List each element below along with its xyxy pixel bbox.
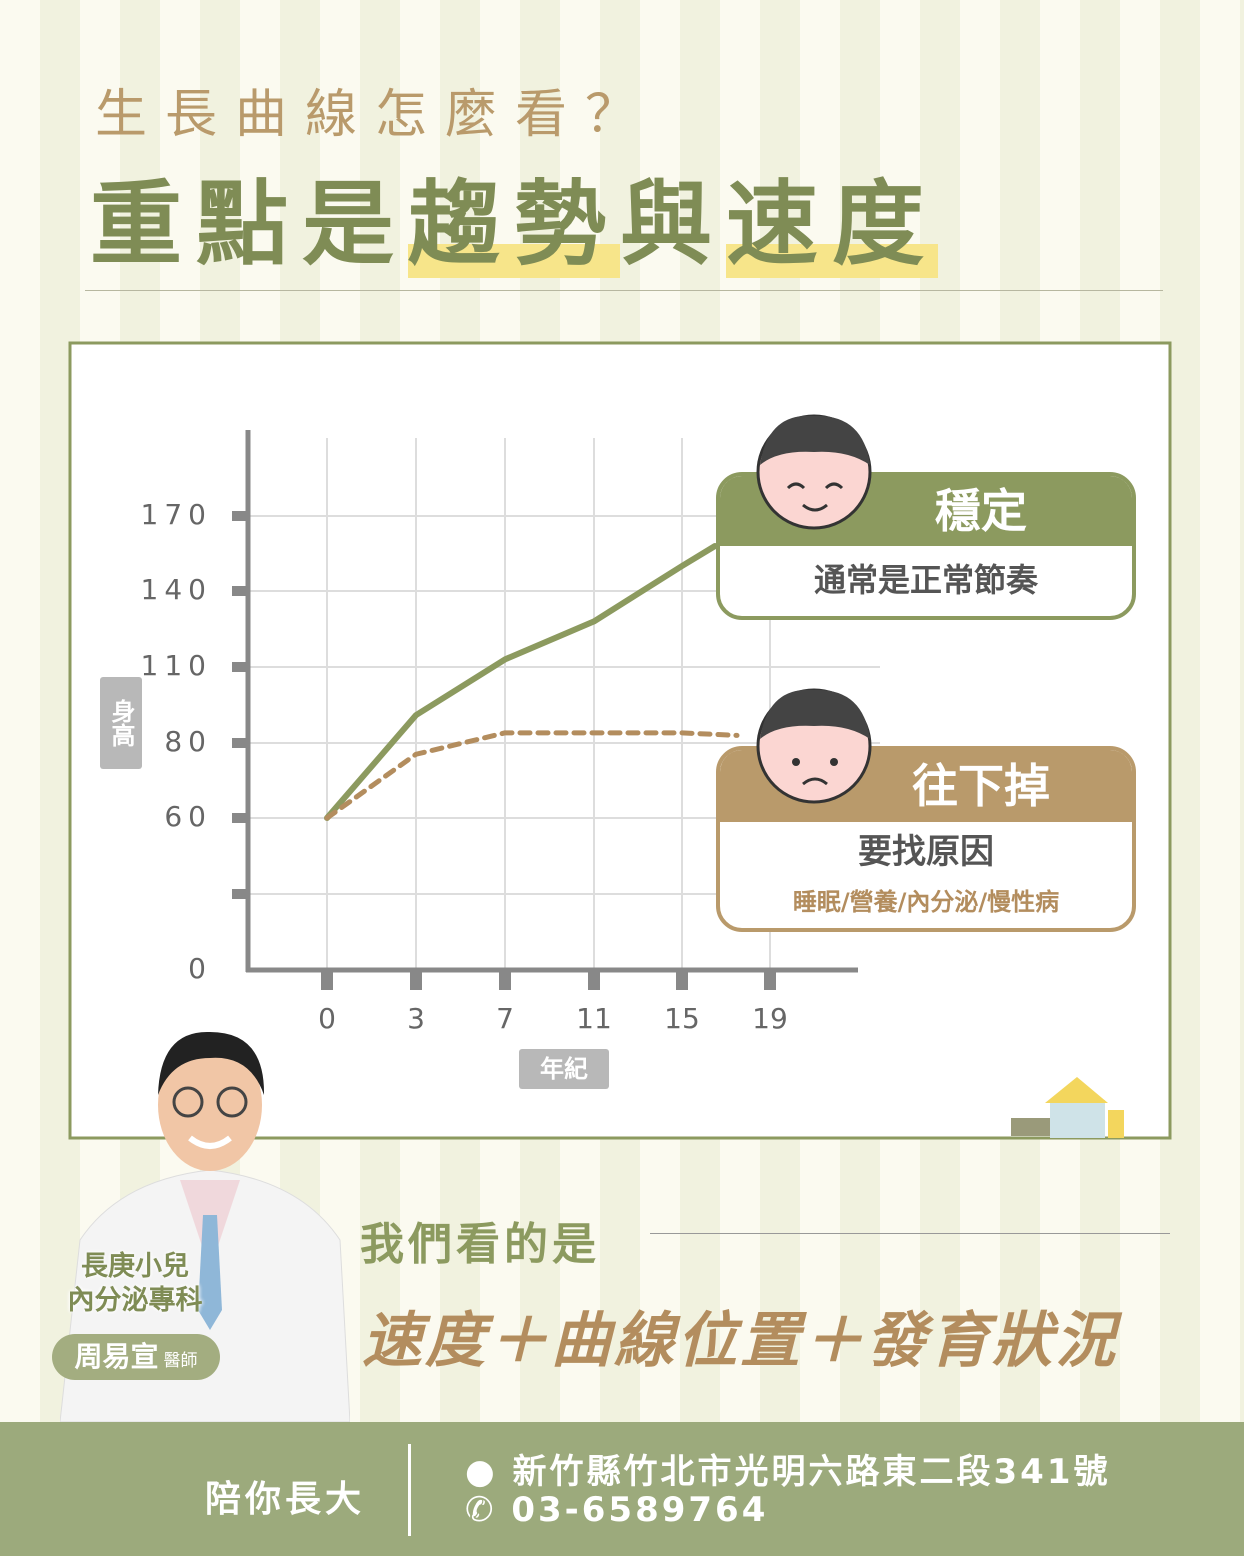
subtitle-part: 重點是	[90, 171, 409, 278]
x-tick	[676, 970, 688, 990]
y-tick	[232, 511, 248, 521]
doctor-dept: 長庚小兒 內分泌專科	[60, 1250, 210, 1318]
y-tick	[232, 586, 248, 596]
callout-detail: 睡眠/營養/內分泌/慢性病	[792, 888, 1060, 916]
subtitle-part: 趨勢	[408, 171, 621, 278]
y-tick	[232, 813, 248, 823]
toy	[1050, 1100, 1105, 1138]
subtitle-part: 與	[620, 171, 727, 278]
x-tick-label: 19	[752, 1002, 788, 1035]
series-line	[324, 730, 740, 821]
x-axis-label: 年紀	[519, 1049, 609, 1089]
toy	[1045, 1077, 1108, 1103]
x-tick	[588, 970, 600, 990]
y-tick-label: 110	[141, 649, 212, 682]
x-tick	[499, 970, 511, 990]
x-tick	[410, 970, 422, 990]
dept: 長庚小兒	[81, 1251, 189, 1282]
callout-text: 要找原因	[858, 832, 994, 872]
x-tick-label: 0	[318, 1002, 336, 1035]
x-tick	[764, 970, 776, 990]
x-tick	[321, 970, 333, 990]
divider	[650, 1233, 1170, 1234]
subtitle: 重點是趨勢與速度	[90, 150, 939, 283]
subtitle-part: 速度	[726, 171, 939, 278]
summary-lead: 我們看的是	[360, 1219, 600, 1270]
brand: 陪你長大	[205, 1479, 366, 1520]
x-tick-label: 11	[576, 1002, 612, 1035]
doctor-badge: 周易宣 醫師	[52, 1334, 220, 1380]
toy	[1108, 1110, 1124, 1138]
doctor-role: 醫師	[163, 1351, 198, 1371]
divider	[85, 290, 1163, 291]
footer: 陪你長大 ● 新竹縣竹北市光明六路東二段341號 ✆ 03-6589764	[0, 1422, 1244, 1556]
x-tick-label: 7	[496, 1002, 514, 1035]
y-tick-label: 170	[141, 498, 212, 531]
series-line	[324, 543, 718, 821]
y-tick-label: 80	[164, 725, 212, 758]
y-tick-label: 0	[188, 952, 212, 985]
callout-text: 通常是正常節奏	[813, 561, 1038, 599]
callout: 穩定 通常是正常節奏	[716, 472, 1136, 620]
divider	[408, 1444, 411, 1536]
doctor-name: 周易宣	[74, 1340, 159, 1373]
y-tick-label: 60	[164, 800, 212, 833]
y-tick	[232, 738, 248, 748]
y-axis-label: 身高	[100, 677, 142, 769]
x-tick-label: 3	[407, 1002, 425, 1035]
toy	[1011, 1118, 1051, 1136]
title: 生長曲線怎麼看？	[95, 85, 656, 145]
face-icon	[756, 414, 872, 530]
address-text: 新竹縣竹北市光明六路東二段341號	[512, 1452, 1111, 1492]
phone-text: 03-6589764	[511, 1490, 769, 1530]
y-tick-label: 140	[141, 573, 212, 606]
axis-notch	[232, 889, 248, 899]
address: ● 新竹縣竹北市光明六路東二段341號	[465, 1452, 1111, 1492]
phone: ✆ 03-6589764	[465, 1490, 769, 1530]
dept: 內分泌專科	[67, 1285, 203, 1316]
x-tick-label: 15	[664, 1002, 700, 1035]
summary-main: 速度＋曲線位置＋發育狀況	[362, 1306, 1118, 1376]
face-icon	[756, 688, 872, 804]
y-tick	[232, 662, 248, 672]
